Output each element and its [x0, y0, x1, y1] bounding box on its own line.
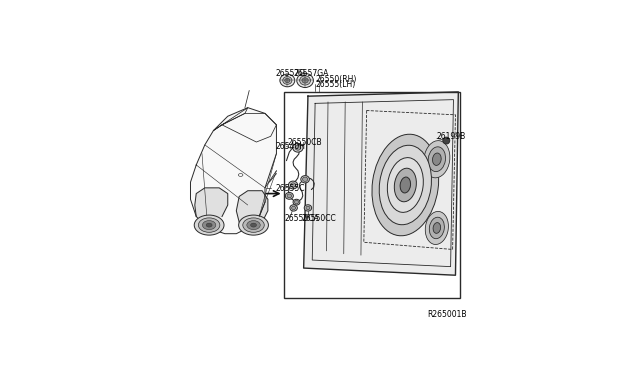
Ellipse shape [292, 143, 303, 152]
Ellipse shape [300, 76, 310, 85]
Text: 26540H: 26540H [276, 142, 306, 151]
Ellipse shape [194, 215, 224, 235]
Ellipse shape [280, 74, 295, 87]
Ellipse shape [433, 222, 440, 233]
Ellipse shape [424, 141, 450, 178]
Ellipse shape [294, 201, 298, 204]
Ellipse shape [301, 176, 309, 183]
Ellipse shape [443, 137, 450, 144]
Ellipse shape [198, 218, 220, 232]
Ellipse shape [387, 158, 423, 212]
Polygon shape [236, 191, 268, 222]
Ellipse shape [425, 211, 449, 244]
Ellipse shape [290, 205, 298, 211]
Ellipse shape [243, 218, 264, 232]
Ellipse shape [302, 78, 308, 83]
Ellipse shape [295, 145, 301, 150]
Ellipse shape [293, 199, 300, 205]
Text: R265001B: R265001B [427, 310, 467, 319]
Ellipse shape [250, 223, 257, 227]
Ellipse shape [428, 147, 445, 171]
Ellipse shape [292, 206, 296, 209]
Text: 26550(RH): 26550(RH) [315, 75, 356, 84]
Text: 26550CC: 26550CC [301, 214, 337, 223]
Text: 26555C: 26555C [275, 184, 305, 193]
Ellipse shape [303, 177, 308, 182]
Ellipse shape [239, 215, 268, 235]
Ellipse shape [306, 206, 310, 209]
Ellipse shape [304, 205, 312, 211]
Ellipse shape [297, 73, 314, 87]
Polygon shape [191, 108, 276, 234]
Ellipse shape [289, 181, 298, 189]
Ellipse shape [394, 168, 417, 202]
Ellipse shape [247, 221, 260, 230]
Ellipse shape [202, 221, 216, 230]
Bar [284, 92, 460, 298]
Ellipse shape [206, 223, 212, 227]
Ellipse shape [283, 77, 292, 84]
Ellipse shape [291, 183, 296, 187]
Text: 26550CA: 26550CA [284, 214, 319, 223]
Polygon shape [303, 92, 458, 275]
Ellipse shape [400, 177, 411, 193]
Ellipse shape [429, 217, 444, 239]
Text: 26555(LH): 26555(LH) [315, 80, 355, 89]
Text: 26557G: 26557G [276, 69, 306, 78]
Text: 26199B: 26199B [437, 132, 466, 141]
Ellipse shape [287, 194, 292, 198]
Text: 26550CB: 26550CB [287, 138, 322, 147]
Ellipse shape [372, 134, 439, 236]
Polygon shape [195, 188, 228, 217]
Text: 26557GA: 26557GA [294, 69, 329, 78]
Ellipse shape [285, 192, 293, 199]
Ellipse shape [433, 153, 441, 166]
Ellipse shape [285, 78, 290, 83]
Ellipse shape [380, 145, 431, 225]
